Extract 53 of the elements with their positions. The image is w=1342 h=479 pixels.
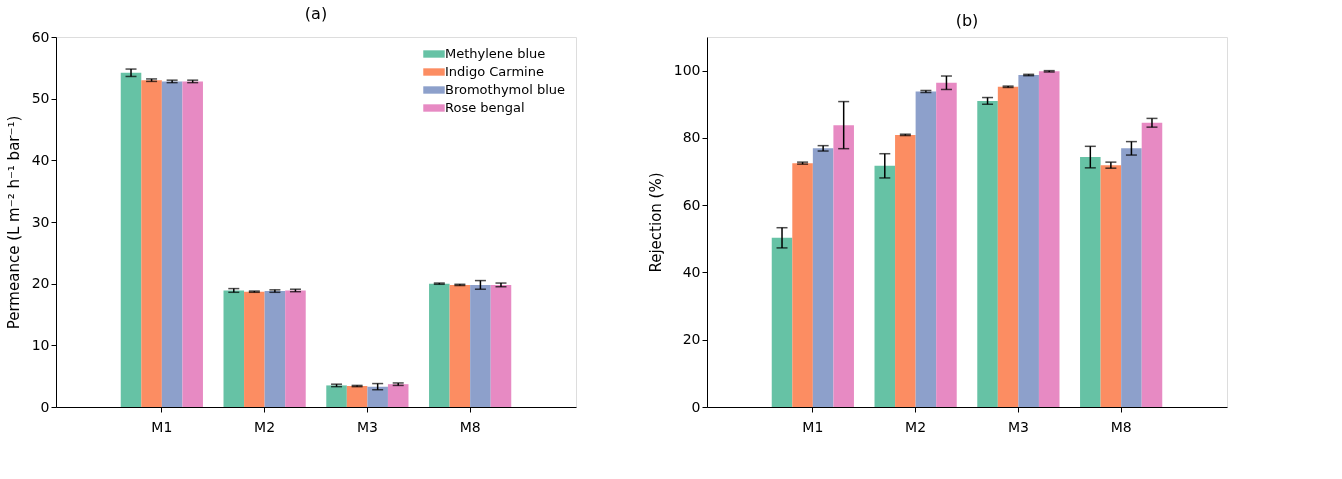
bar [141, 80, 162, 407]
legend-label: Indigo Carmine [445, 64, 544, 79]
x-tick-label: M2 [254, 418, 276, 435]
x-tick-label: M3 [1007, 418, 1029, 435]
x-tick-label: M8 [459, 418, 481, 435]
x-tick-label: M1 [151, 418, 173, 435]
bar [936, 82, 957, 407]
bar [915, 91, 937, 407]
bar [1080, 157, 1101, 407]
bar [387, 384, 409, 407]
bar [244, 291, 265, 407]
bar [346, 386, 368, 407]
y-tick-label: 30 [31, 213, 50, 230]
bar [182, 81, 203, 407]
bar [161, 81, 183, 407]
y-tick-label: 20 [31, 275, 50, 292]
chart-title: (b) [955, 11, 979, 30]
x-tick-label: M2 [905, 418, 927, 435]
y-tick-label: 10 [31, 336, 50, 353]
y-tick-label: 60 [31, 28, 50, 45]
bar [1038, 71, 1060, 407]
bar [792, 163, 813, 407]
chart-title: (a) [304, 4, 328, 23]
bar [490, 284, 512, 407]
bar [1121, 148, 1142, 407]
bar [326, 385, 347, 407]
legend-label: Rose bengal [445, 100, 525, 115]
y-axis-title: Permeance (L m⁻² h⁻¹ bar⁻¹) [4, 115, 23, 330]
bar [771, 237, 793, 407]
x-tick-label: M1 [802, 418, 824, 435]
bar [285, 290, 306, 407]
x-tick-label: M8 [1110, 418, 1132, 435]
bar [449, 284, 471, 407]
bar [264, 291, 286, 407]
y-axis-title: Rejection (%) [646, 172, 665, 273]
y-tick-label: 40 [682, 263, 701, 280]
bar [997, 86, 1019, 407]
y-tick-label: 50 [31, 90, 50, 107]
bar [429, 283, 450, 407]
y-tick-label: 20 [682, 331, 701, 348]
y-tick-label: 0 [691, 398, 701, 415]
x-tick-label: M3 [356, 418, 378, 435]
bar [833, 125, 854, 407]
bar [1018, 75, 1039, 407]
y-tick-label: 100 [673, 62, 701, 79]
bar [874, 165, 896, 407]
legend-label: Methylene blue [445, 46, 546, 61]
legend-label: Bromothymol blue [445, 82, 566, 97]
y-tick-label: 0 [40, 398, 50, 415]
y-tick-label: 60 [682, 196, 701, 213]
y-tick-label: 40 [31, 151, 50, 168]
y-tick-label: 80 [682, 129, 701, 146]
bar [895, 134, 916, 407]
